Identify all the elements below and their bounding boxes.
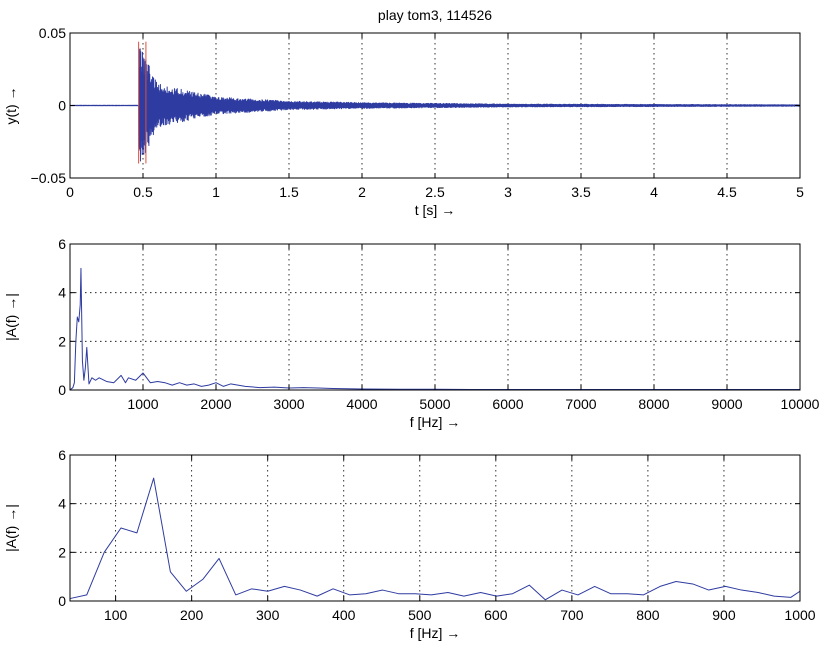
plot-frame <box>69 454 801 602</box>
panel-3: 100 200 300 400 500 600 700 800 900 1000 0 2 4 6 f [Hz… <box>3 447 816 641</box>
y-tick-label: 4 <box>58 285 66 301</box>
x-tick-label: 100 <box>104 607 128 623</box>
x-tick-label: 10000 <box>781 396 820 412</box>
x-tick-label: 4 <box>650 184 658 200</box>
x-tick-label: 8000 <box>638 396 669 412</box>
x-tick-label: 1.5 <box>279 184 299 200</box>
x-tick-label: 6000 <box>492 396 523 412</box>
spectrum-line <box>69 267 800 391</box>
signal-line <box>69 48 801 162</box>
x-tick-label: 900 <box>712 607 736 623</box>
x-tick-label: 3000 <box>273 396 304 412</box>
y-tick-label: 2 <box>58 544 66 560</box>
y-axis-label: |A(f) →| <box>3 293 19 341</box>
x-tick-label: 4.5 <box>717 184 737 200</box>
x-tick-label: 1 <box>212 184 220 200</box>
x-tick-label: 800 <box>636 607 660 623</box>
x-tick-label: 7000 <box>565 396 596 412</box>
x-axis-label: t [s] → <box>415 202 455 218</box>
x-tick-label: 9000 <box>711 396 742 412</box>
x-axis-label: f [Hz] → <box>410 625 461 641</box>
y-tick-label: 2 <box>58 333 66 349</box>
x-tick-label: 1000 <box>127 396 158 412</box>
x-tick-label: 3 <box>504 184 512 200</box>
x-tick-label: 500 <box>408 607 432 623</box>
x-tick-label: 0 <box>66 184 74 200</box>
x-tick-label: 600 <box>484 607 508 623</box>
x-tick-label: 700 <box>560 607 584 623</box>
x-tick-label: 1000 <box>784 607 815 623</box>
panel-2: 1000 2000 3000 4000 5000 6000 7000 8000 9000 1000… <box>3 236 820 430</box>
y-tick-label: 6 <box>58 236 66 252</box>
y-tick-label: 0 <box>58 593 66 609</box>
x-tick-label: 2000 <box>200 396 231 412</box>
x-tick-label: 2.5 <box>425 184 445 200</box>
y-tick-label: 0 <box>58 382 66 398</box>
x-tick-label: 3.5 <box>571 184 591 200</box>
y-tick-label: −0.05 <box>31 170 67 186</box>
x-tick-label: 200 <box>180 607 204 623</box>
y-axis-label: y(t) → <box>3 86 19 124</box>
spectrum-line <box>69 477 801 601</box>
y-tick-label: 6 <box>58 447 66 463</box>
x-tick-label: 0.5 <box>133 184 153 200</box>
y-axis-label: |A(f) →| <box>3 504 19 552</box>
x-tick-label: 4000 <box>346 396 377 412</box>
y-tick-label: 0.05 <box>39 25 66 41</box>
x-tick-label: 5000 <box>419 396 450 412</box>
x-tick-label: 5 <box>796 184 804 200</box>
figure-title: play tom3, 114526 <box>378 7 492 23</box>
x-tick-label: 2 <box>358 184 366 200</box>
x-tick-label: 400 <box>332 607 356 623</box>
x-tick-label: 300 <box>256 607 280 623</box>
plot-frame <box>69 243 801 391</box>
x-axis-label: f [Hz] → <box>410 414 461 430</box>
y-tick-label: 0 <box>58 98 66 114</box>
y-tick-label: 4 <box>58 496 66 512</box>
